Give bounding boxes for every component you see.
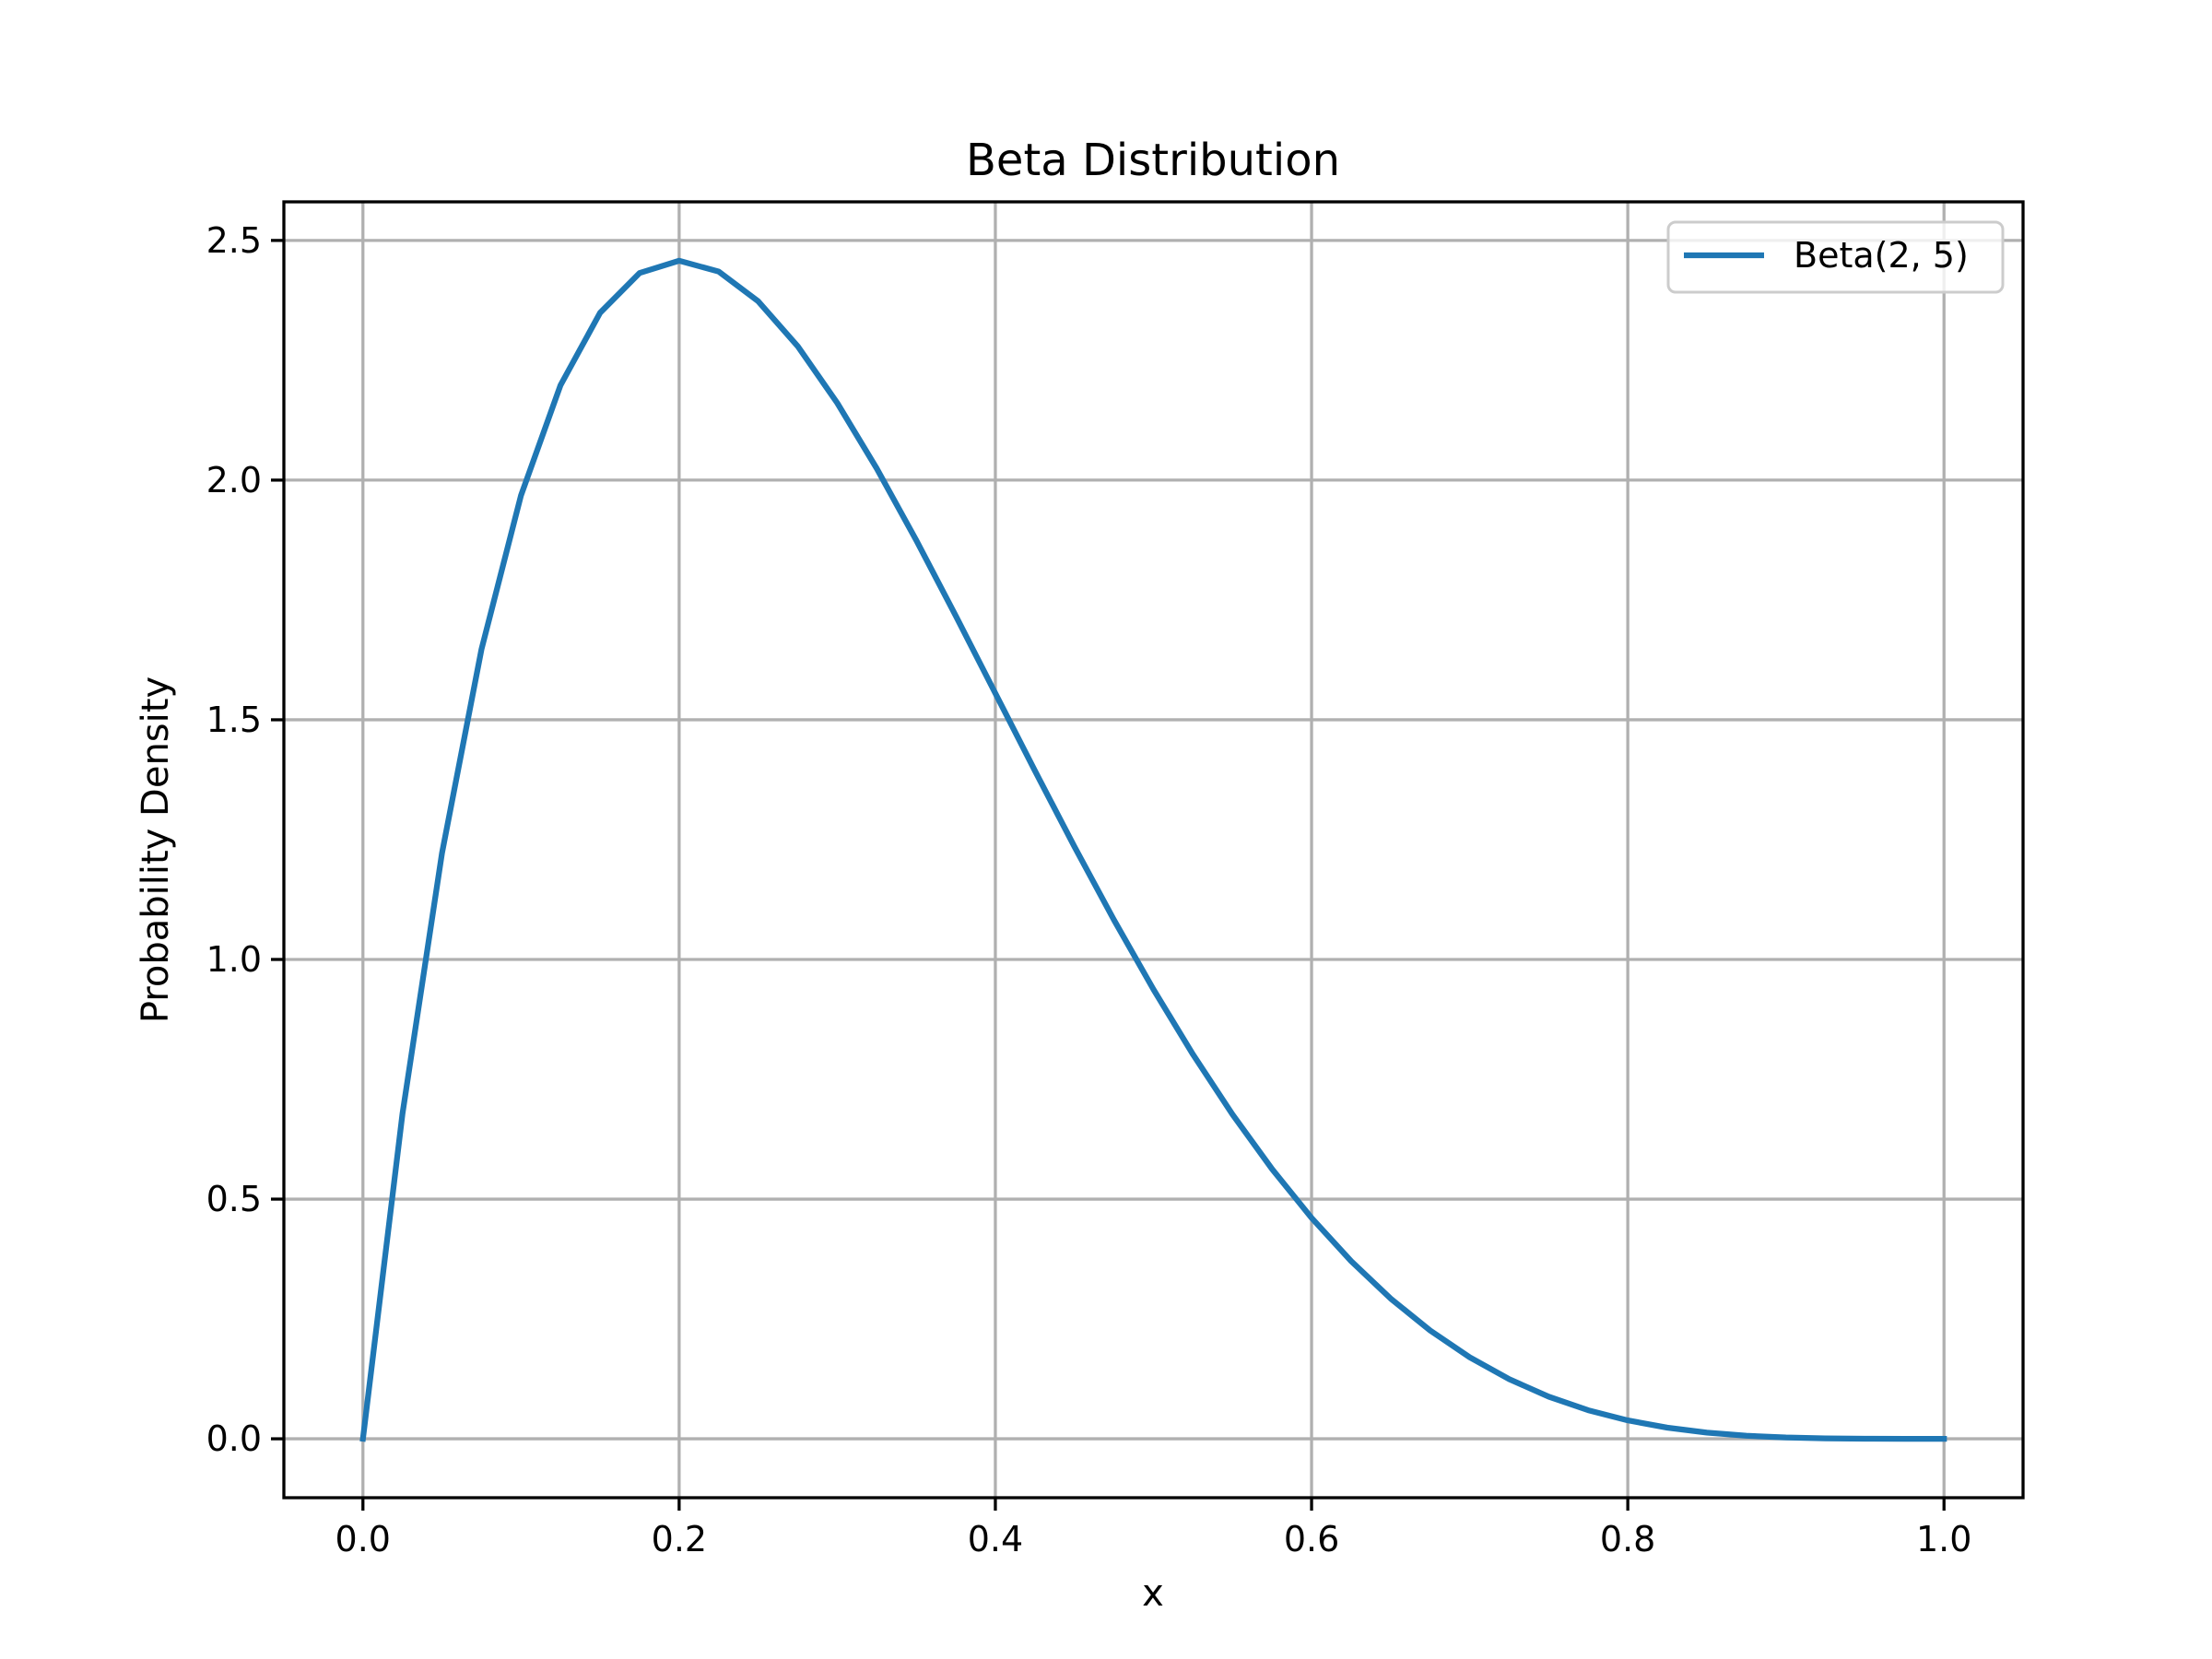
y-tick-label: 1.0 bbox=[206, 939, 262, 980]
x-axis-label: x bbox=[1142, 1572, 1164, 1615]
y-axis-label: Probability Density bbox=[135, 677, 177, 1023]
plot-frame bbox=[282, 200, 2025, 1500]
x-tick-label: 0.8 bbox=[1600, 1519, 1655, 1559]
x-tick-label: 0.2 bbox=[652, 1519, 707, 1559]
legend-label: Beta(2, 5) bbox=[1794, 235, 1969, 276]
x-tick-label: 1.0 bbox=[1916, 1519, 1971, 1559]
x-tick-label: 0.0 bbox=[335, 1519, 391, 1559]
legend-box bbox=[1666, 220, 2005, 294]
y-tick-label: 0.5 bbox=[206, 1179, 262, 1219]
x-tick-label: 0.4 bbox=[968, 1519, 1023, 1559]
y-tick-label: 2.0 bbox=[206, 460, 262, 500]
y-tick-label: 0.0 bbox=[206, 1418, 262, 1459]
chart-title: Beta Distribution bbox=[966, 135, 1340, 186]
x-tick-label: 0.6 bbox=[1284, 1519, 1339, 1559]
data-line bbox=[359, 257, 1947, 1442]
y-tick-label: 1.5 bbox=[206, 700, 262, 740]
y-tick-label: 2.5 bbox=[206, 220, 262, 261]
